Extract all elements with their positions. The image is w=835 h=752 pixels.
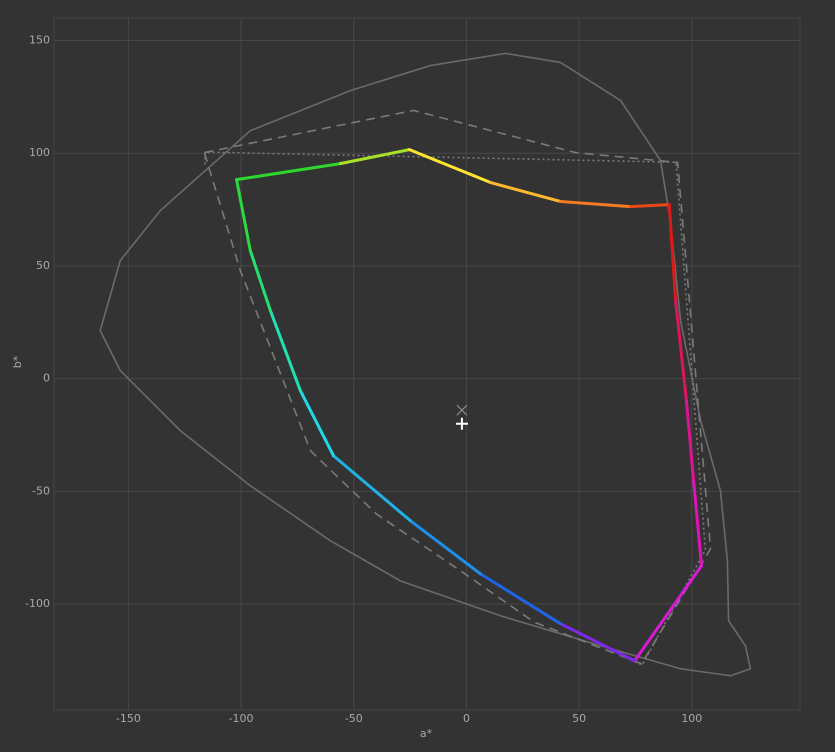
plot-area [53, 17, 801, 711]
x-tick-label: -50 [345, 712, 363, 725]
gamut-segment [298, 389, 335, 458]
gamut-segment [692, 479, 704, 568]
gamut-outline [99, 52, 752, 677]
x-tick-label: 50 [572, 712, 586, 725]
gamut-outline [203, 109, 712, 665]
gamut-segment [558, 622, 637, 663]
gamut-segment [235, 178, 252, 253]
gamut-segment [478, 572, 562, 626]
gamut-segment [268, 309, 302, 393]
x-tick-label: 0 [463, 712, 470, 725]
gamut-outline [204, 151, 707, 666]
x-axis-label: a* [420, 727, 433, 740]
gamut-segment [408, 519, 482, 576]
y-axis-label: b* [11, 355, 24, 368]
y-tick-label: 150 [29, 34, 50, 47]
gamut-segment [633, 564, 704, 663]
gamut-segment [667, 203, 678, 303]
point-marker [455, 417, 468, 430]
y-tick-label: -50 [32, 484, 50, 497]
point-marker [456, 404, 468, 416]
y-tick-label: 50 [36, 259, 50, 272]
gamut-segment [629, 203, 671, 209]
gamut-segment [407, 148, 493, 185]
y-tick-label: 100 [29, 146, 50, 159]
gamut-segment [338, 148, 411, 166]
gamut-segment [558, 199, 633, 209]
gamut-segment [684, 399, 696, 483]
y-tick-label: 0 [43, 372, 50, 385]
x-tick-label: -150 [116, 712, 141, 725]
x-tick-label: 100 [681, 712, 702, 725]
gamut-segment [674, 299, 688, 403]
gamut-segment [489, 181, 562, 203]
gamut-segment [235, 162, 342, 182]
gamut-segment [248, 249, 272, 313]
x-tick-label: -100 [229, 712, 254, 725]
gamut-segment [331, 454, 412, 523]
y-tick-label: -100 [25, 597, 50, 610]
